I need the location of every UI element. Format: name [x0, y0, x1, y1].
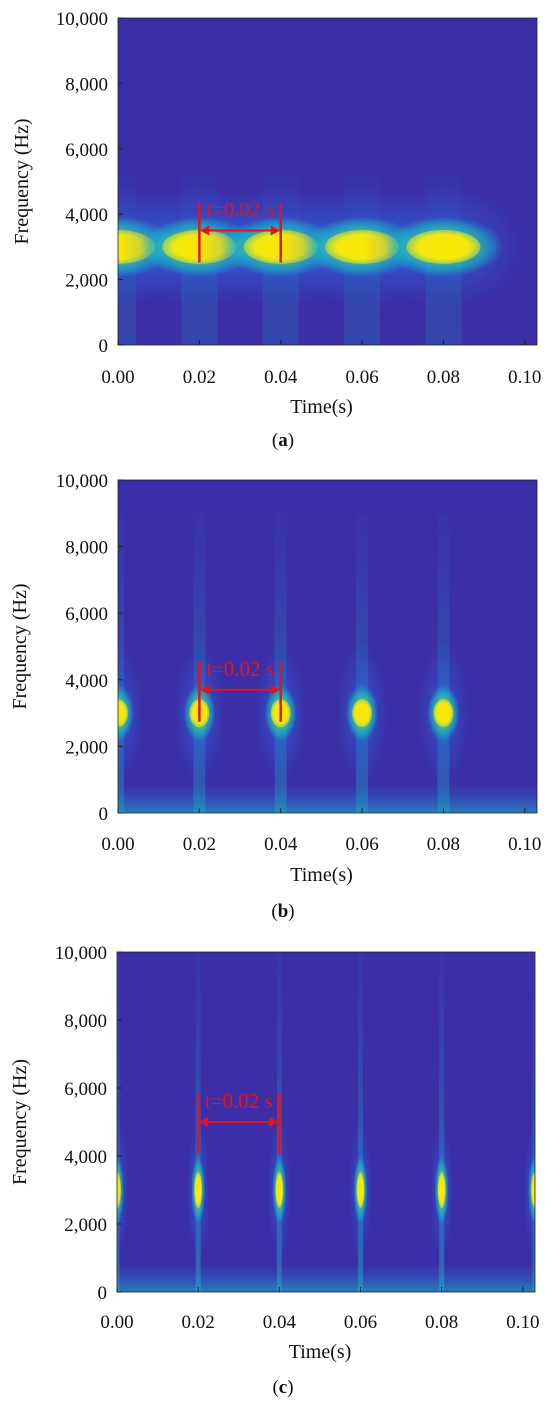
- panel-label: (a): [272, 430, 294, 451]
- y-tick-label: 4,000: [64, 1147, 107, 1168]
- x-tick-label: 0.02: [183, 367, 216, 388]
- y-tick-label: 2,000: [64, 1215, 107, 1236]
- x-tick-label: 0.02: [182, 1312, 215, 1333]
- y-axis-label: Frequency (Hz): [9, 1059, 31, 1185]
- energy-peak: [417, 513, 470, 813]
- x-axis-label: Time(s): [289, 1341, 352, 1363]
- energy-peak: [363, 165, 524, 345]
- y-tick-label: 10,000: [55, 943, 107, 964]
- energy-peak: [523, 952, 535, 1292]
- x-tick-label: 0.04: [264, 367, 298, 388]
- y-tick-label: 4,000: [65, 205, 108, 226]
- energy-peak: [348, 952, 373, 1292]
- x-tick-label: 0.08: [427, 834, 460, 855]
- period-annotation-label: t=0.02 s: [206, 198, 274, 222]
- energy-peak: [117, 952, 129, 1292]
- y-tick-label: 2,000: [65, 271, 108, 292]
- plot-frame: [116, 951, 536, 1293]
- period-annotation-label: t=0.02 s: [206, 657, 274, 681]
- y-tick-label: 10,000: [56, 9, 108, 30]
- spectrogram-panel-b: 0 2,000 4,000 6,000 8,000 10,000 0.00 0.02 0.04 0…: [9, 471, 541, 922]
- panel-label: (c): [272, 1377, 293, 1398]
- y-tick-label: 6,000: [65, 604, 108, 625]
- x-axis-label: Time(s): [290, 396, 353, 418]
- period-annotation: t=0.02 s: [198, 657, 282, 722]
- y-tick-label: 6,000: [64, 1079, 107, 1100]
- x-tick-label: 0.08: [427, 367, 460, 388]
- x-tick-label: 0.02: [183, 834, 216, 855]
- plot-frame: [117, 479, 538, 814]
- x-tick-label: 0.06: [344, 1312, 377, 1333]
- y-axis-label: Frequency (Hz): [9, 583, 31, 709]
- spectrogram-panel-c: 0 2,000 4,000 6,000 8,000 10,000 0.00 0.02 0.04 0…: [9, 943, 539, 1398]
- y-tick-label: 4,000: [65, 671, 108, 692]
- energy-marks: [117, 952, 535, 1292]
- x-tick-label: 0.04: [264, 834, 298, 855]
- x-tick-label: 0.00: [100, 1312, 133, 1333]
- energy-peak: [118, 513, 144, 813]
- panel-label: (b): [271, 901, 294, 922]
- energy-peak: [336, 513, 389, 813]
- y-axis-label: Frequency (Hz): [11, 118, 33, 244]
- spectrogram-panel-a: 0 2,000 4,000 6,000 8,000 10,000 0.00 0.02 0.04 0…: [11, 9, 541, 451]
- y-tick-label: 8,000: [65, 74, 108, 95]
- plot-background: [118, 480, 537, 813]
- energy-marks: [118, 165, 524, 345]
- low-frequency-band: [118, 783, 537, 813]
- y-tick-label: 0: [98, 1283, 108, 1304]
- x-tick-label: 0.10: [506, 1312, 539, 1333]
- y-tick-label: 8,000: [65, 538, 108, 559]
- x-tick-label: 0.06: [345, 367, 378, 388]
- period-annotation: t=0.02 s: [196, 1089, 281, 1154]
- y-tick-label: 8,000: [64, 1011, 107, 1032]
- y-tick-label: 10,000: [56, 471, 108, 492]
- x-tick-label: 0.04: [263, 1312, 297, 1333]
- plot-background: [117, 952, 535, 1292]
- x-tick-label: 0.10: [508, 834, 541, 855]
- x-tick-label: 0.08: [425, 1312, 458, 1333]
- energy-peak: [429, 952, 454, 1292]
- period-annotation: t=0.02 s: [198, 198, 282, 263]
- y-tick-label: 0: [99, 336, 109, 357]
- y-tick-label: 0: [99, 804, 109, 825]
- x-tick-label: 0.00: [101, 834, 134, 855]
- x-tick-label: 0.06: [345, 834, 378, 855]
- y-tick-label: 2,000: [65, 737, 108, 758]
- energy-marks: [118, 513, 537, 813]
- y-tick-label: 6,000: [65, 140, 108, 161]
- x-axis-label: Time(s): [290, 864, 353, 886]
- low-frequency-band: [117, 1262, 535, 1292]
- x-tick-label: 0.00: [101, 367, 134, 388]
- plot-frame: [117, 17, 538, 346]
- x-tick-label: 0.10: [508, 367, 541, 388]
- period-annotation-label: t=0.02 s: [205, 1089, 273, 1113]
